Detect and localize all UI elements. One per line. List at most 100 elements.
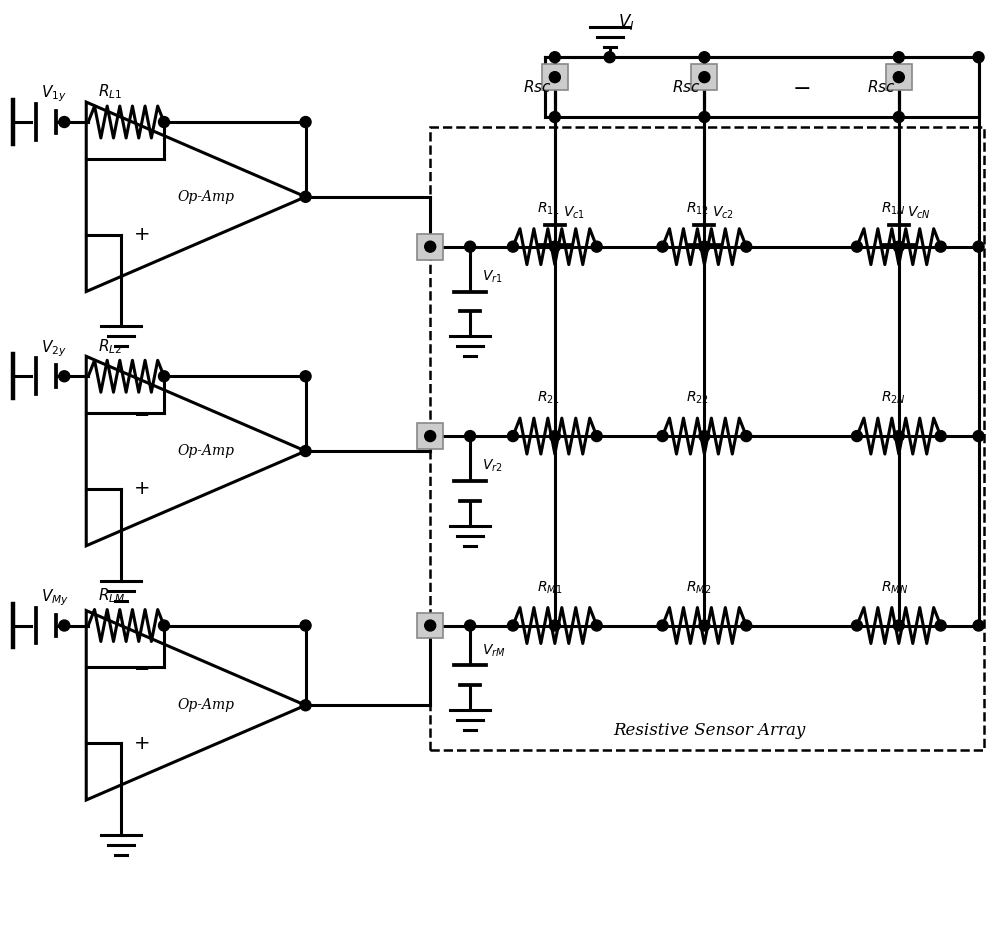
Circle shape	[549, 112, 560, 123]
Text: $-$: $-$	[133, 404, 149, 423]
Text: $V_{My}$: $V_{My}$	[41, 587, 69, 608]
Circle shape	[851, 431, 862, 441]
Text: $R_{22}$: $R_{22}$	[686, 390, 709, 407]
Circle shape	[973, 52, 984, 62]
Circle shape	[59, 620, 70, 631]
Bar	[417, 234, 443, 260]
Circle shape	[300, 700, 311, 710]
Circle shape	[699, 72, 710, 83]
Circle shape	[657, 431, 668, 441]
Text: $R_{11}$: $R_{11}$	[537, 200, 560, 217]
Circle shape	[591, 431, 602, 441]
Text: $V_{c1}$: $V_{c1}$	[563, 205, 585, 221]
Text: $R_{MN}$: $R_{MN}$	[881, 579, 908, 596]
Text: $R_{L1}$: $R_{L1}$	[98, 83, 122, 101]
Circle shape	[699, 431, 710, 441]
Text: $R_{1N}$: $R_{1N}$	[881, 200, 906, 217]
Text: $-$: $-$	[792, 236, 811, 258]
Text: $V_{2y}$: $V_{2y}$	[41, 338, 67, 358]
Bar	[545, 57, 979, 117]
Circle shape	[893, 620, 904, 631]
Circle shape	[893, 431, 904, 441]
Circle shape	[300, 371, 311, 382]
Text: $+$: $+$	[133, 734, 149, 752]
Circle shape	[425, 620, 436, 631]
Bar	[417, 423, 443, 449]
Circle shape	[591, 241, 602, 252]
Bar	[542, 64, 568, 90]
Circle shape	[159, 371, 169, 382]
Text: $+$: $+$	[133, 479, 149, 498]
Circle shape	[507, 241, 518, 252]
Circle shape	[507, 620, 518, 631]
Circle shape	[893, 52, 904, 62]
Circle shape	[741, 620, 752, 631]
Text: $V_{r2}$: $V_{r2}$	[482, 458, 503, 474]
Bar	[691, 64, 717, 90]
Circle shape	[300, 620, 311, 631]
Circle shape	[893, 72, 904, 83]
Text: $-$: $-$	[792, 76, 811, 98]
Circle shape	[591, 620, 602, 631]
Circle shape	[549, 241, 560, 252]
Text: $-$: $-$	[792, 425, 811, 447]
Text: $Rsc$: $Rsc$	[672, 79, 701, 95]
Circle shape	[657, 241, 668, 252]
Circle shape	[657, 620, 668, 631]
Circle shape	[699, 620, 710, 631]
Circle shape	[893, 112, 904, 123]
Text: $Rsc$: $Rsc$	[523, 79, 551, 95]
Circle shape	[973, 431, 984, 441]
Text: $Rsc$: $Rsc$	[867, 79, 895, 95]
Text: $R_{L2}$: $R_{L2}$	[98, 337, 122, 356]
Circle shape	[549, 72, 560, 83]
Circle shape	[507, 431, 518, 441]
Text: $R_{M2}$: $R_{M2}$	[686, 579, 712, 596]
Text: $V_{rM}$: $V_{rM}$	[482, 642, 506, 658]
Text: $-$: $-$	[133, 658, 149, 677]
Circle shape	[699, 241, 710, 252]
Circle shape	[465, 241, 476, 252]
Circle shape	[549, 620, 560, 631]
Circle shape	[300, 446, 311, 456]
Circle shape	[159, 620, 169, 631]
Circle shape	[465, 431, 476, 441]
Circle shape	[851, 241, 862, 252]
Text: Resistive Sensor Array: Resistive Sensor Array	[613, 722, 805, 738]
Text: $V_I$: $V_I$	[618, 12, 634, 33]
Circle shape	[741, 241, 752, 252]
Text: Op-Amp: Op-Amp	[177, 698, 234, 712]
Circle shape	[59, 371, 70, 382]
Circle shape	[300, 192, 311, 202]
Circle shape	[973, 241, 984, 252]
Text: $R_{2N}$: $R_{2N}$	[881, 390, 906, 407]
Text: $R_{LM}$: $R_{LM}$	[98, 587, 126, 605]
Circle shape	[935, 431, 946, 441]
Circle shape	[425, 431, 436, 441]
Circle shape	[935, 241, 946, 252]
Circle shape	[300, 116, 311, 128]
Circle shape	[604, 52, 615, 62]
Circle shape	[549, 52, 560, 62]
Text: $-$: $-$	[792, 614, 811, 637]
Circle shape	[893, 241, 904, 252]
Bar	[417, 613, 443, 639]
Text: $R_{M1}$: $R_{M1}$	[537, 579, 562, 596]
Circle shape	[425, 241, 436, 252]
Circle shape	[973, 620, 984, 631]
Circle shape	[465, 620, 476, 631]
Circle shape	[851, 620, 862, 631]
Circle shape	[699, 112, 710, 123]
Text: $V_{cN}$: $V_{cN}$	[907, 205, 931, 221]
Text: Op-Amp: Op-Amp	[177, 444, 234, 458]
Bar	[430, 127, 984, 750]
Circle shape	[699, 52, 710, 62]
Circle shape	[741, 431, 752, 441]
Circle shape	[159, 116, 169, 128]
Bar	[886, 64, 912, 90]
Text: $-$: $-$	[133, 149, 149, 169]
Text: $V_{r1}$: $V_{r1}$	[482, 268, 503, 285]
Text: $V_{1y}$: $V_{1y}$	[41, 84, 67, 104]
Circle shape	[549, 431, 560, 441]
Text: $V_{c2}$: $V_{c2}$	[712, 205, 734, 221]
